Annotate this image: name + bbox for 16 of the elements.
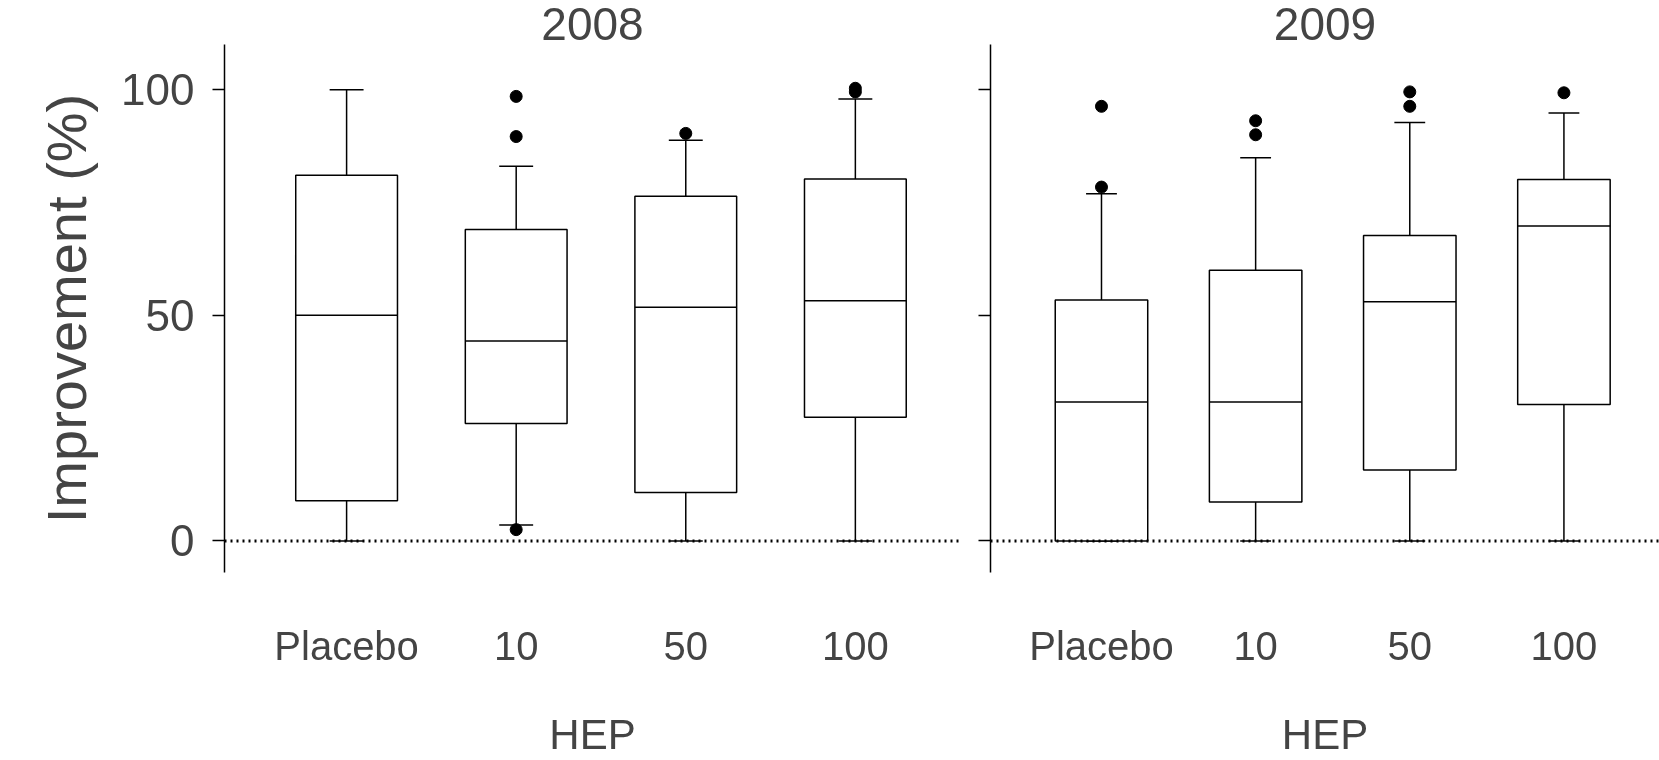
x-tick-label: 10 (1233, 623, 1278, 668)
x-tick-label: Placebo (1029, 623, 1174, 668)
chart-title: 2008 (541, 0, 644, 50)
x-axis-title: HEP (1281, 710, 1369, 758)
y-tick-label: 0 (170, 516, 195, 566)
y-tick-label: 50 (145, 290, 195, 340)
x-tick-label: Placebo (274, 623, 419, 668)
y-axis-title: Improvement (%) (35, 93, 99, 524)
x-tick-label: 100 (1530, 623, 1598, 668)
x-tick-label: 10 (493, 623, 539, 668)
y-tick-label: 100 (121, 65, 195, 115)
x-tick-label: 50 (1387, 623, 1433, 668)
x-tick-label: 50 (663, 623, 709, 668)
x-axis-title: HEP (549, 710, 636, 758)
x-tick-label: 100 (821, 623, 889, 668)
chart-title: 2009 (1273, 0, 1377, 50)
